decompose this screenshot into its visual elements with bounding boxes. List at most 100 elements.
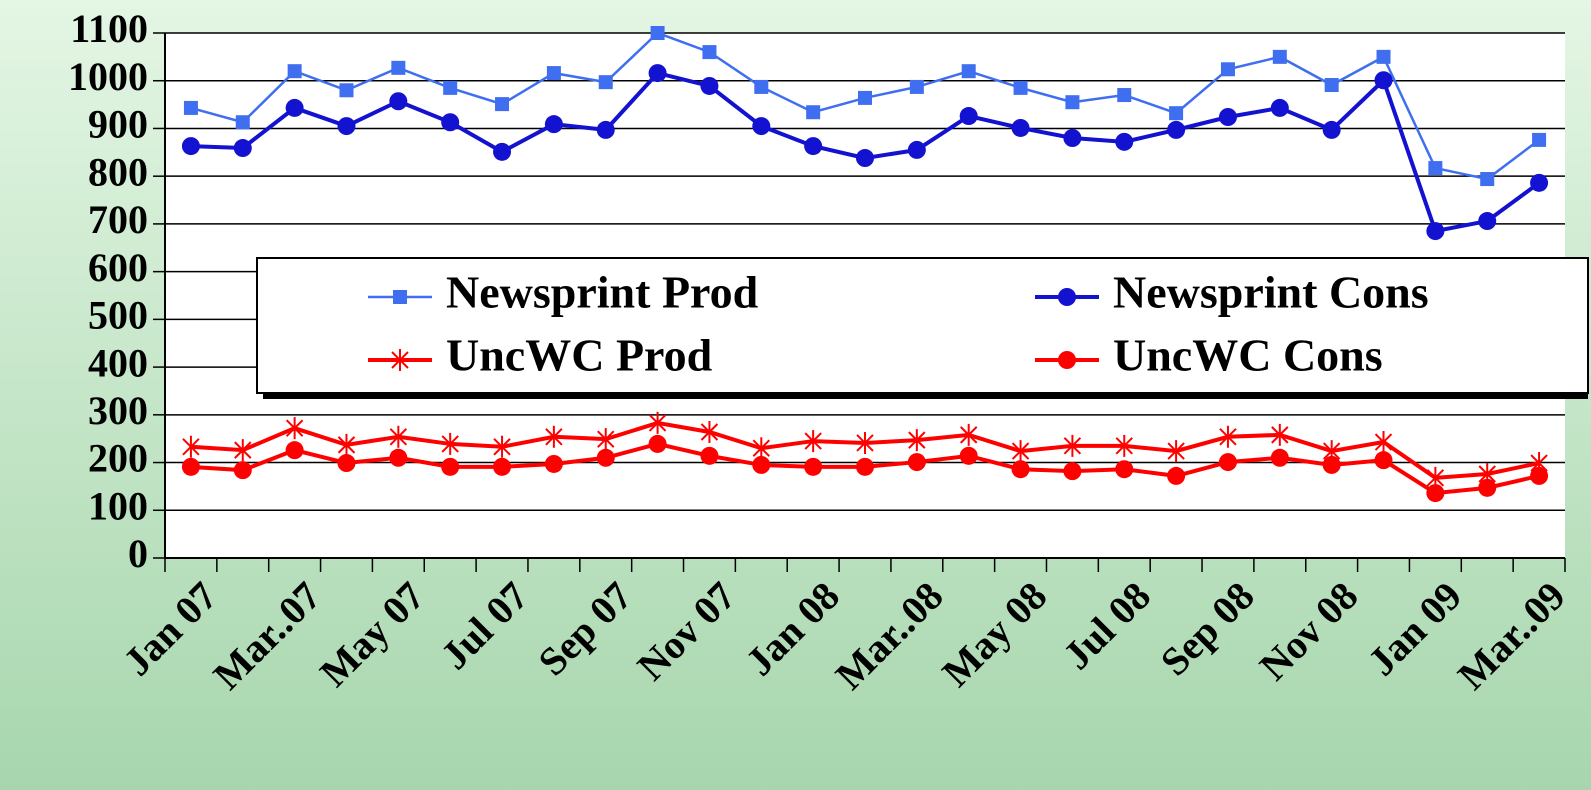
marker xyxy=(234,439,252,462)
y-tick-label: 500 xyxy=(88,293,148,338)
marker xyxy=(441,113,460,132)
marker xyxy=(752,117,771,136)
marker xyxy=(700,421,719,443)
marker xyxy=(598,75,613,90)
marker xyxy=(1011,440,1030,463)
marker xyxy=(1218,453,1237,472)
marker xyxy=(493,435,511,458)
marker xyxy=(287,64,302,79)
marker xyxy=(596,120,615,139)
marker xyxy=(1065,95,1080,110)
marker xyxy=(1428,161,1443,176)
marker xyxy=(1478,212,1497,231)
marker xyxy=(339,83,354,98)
marker xyxy=(959,107,978,126)
legend-box xyxy=(256,257,1589,394)
marker xyxy=(1374,431,1393,454)
y-tick-label: 0 xyxy=(128,531,148,576)
marker xyxy=(1426,484,1445,503)
marker xyxy=(752,455,771,474)
marker xyxy=(959,423,978,446)
marker xyxy=(804,457,823,476)
legend-label: UncWC Cons xyxy=(1113,330,1383,381)
marker xyxy=(1167,120,1186,139)
legend-label: Newsprint Cons xyxy=(1113,267,1429,318)
marker xyxy=(1426,222,1445,241)
legend-label: Newsprint Prod xyxy=(446,267,759,318)
marker xyxy=(858,90,872,105)
marker xyxy=(1530,466,1549,485)
legend-label: UncWC Prod xyxy=(446,330,713,381)
marker xyxy=(1115,460,1134,479)
marker xyxy=(493,457,512,476)
marker xyxy=(959,446,978,465)
marker xyxy=(1063,434,1082,457)
marker xyxy=(337,454,356,473)
marker xyxy=(443,80,458,95)
marker xyxy=(648,64,667,83)
y-tick-label: 200 xyxy=(88,436,148,481)
marker xyxy=(1220,62,1235,77)
y-tick-label: 800 xyxy=(88,149,148,194)
marker xyxy=(493,142,512,161)
marker xyxy=(650,26,665,40)
marker xyxy=(391,349,409,371)
marker xyxy=(544,115,563,134)
marker xyxy=(596,448,615,467)
marker xyxy=(1115,132,1134,151)
marker xyxy=(1374,71,1393,90)
marker xyxy=(1271,423,1289,446)
y-tick-label: 700 xyxy=(88,197,148,242)
marker xyxy=(545,425,563,448)
marker xyxy=(285,98,304,117)
y-tick-label: 1000 xyxy=(68,54,148,99)
marker xyxy=(1011,460,1030,479)
marker xyxy=(233,139,252,158)
marker xyxy=(393,290,407,304)
marker xyxy=(752,437,771,460)
y-tick-label: 400 xyxy=(88,340,148,385)
marker xyxy=(181,457,200,476)
marker xyxy=(495,97,510,112)
marker xyxy=(1167,440,1185,463)
marker xyxy=(907,453,926,472)
marker xyxy=(389,448,408,467)
marker xyxy=(754,79,769,94)
marker xyxy=(1322,455,1341,474)
y-tick-label: 600 xyxy=(88,245,148,290)
marker xyxy=(909,79,924,94)
marker xyxy=(183,100,198,115)
marker xyxy=(856,431,874,454)
marker xyxy=(337,433,356,456)
marker xyxy=(1115,434,1133,457)
marker xyxy=(1063,462,1082,481)
marker xyxy=(804,430,822,453)
marker xyxy=(806,105,821,120)
marker xyxy=(1530,173,1549,192)
marker xyxy=(961,64,976,79)
marker xyxy=(1270,98,1289,117)
marker xyxy=(391,60,406,75)
marker xyxy=(907,140,926,159)
marker xyxy=(441,432,459,455)
y-tick-label: 100 xyxy=(88,483,148,528)
marker xyxy=(389,92,408,111)
legend: Newsprint Prod Newsprint Cons UncWC Prod Un… xyxy=(256,257,1589,399)
marker xyxy=(182,435,200,458)
marker xyxy=(1322,120,1341,139)
marker xyxy=(1058,288,1076,306)
marker xyxy=(546,66,561,81)
marker xyxy=(804,137,823,156)
marker xyxy=(233,461,252,480)
marker xyxy=(1478,478,1497,497)
marker xyxy=(1532,132,1547,147)
marker xyxy=(235,115,250,130)
marker xyxy=(1218,108,1237,126)
marker xyxy=(285,417,304,440)
marker xyxy=(337,117,356,136)
y-tick-label: 1100 xyxy=(70,6,148,51)
marker xyxy=(1117,88,1132,103)
marker xyxy=(700,76,719,95)
marker xyxy=(1013,80,1028,95)
